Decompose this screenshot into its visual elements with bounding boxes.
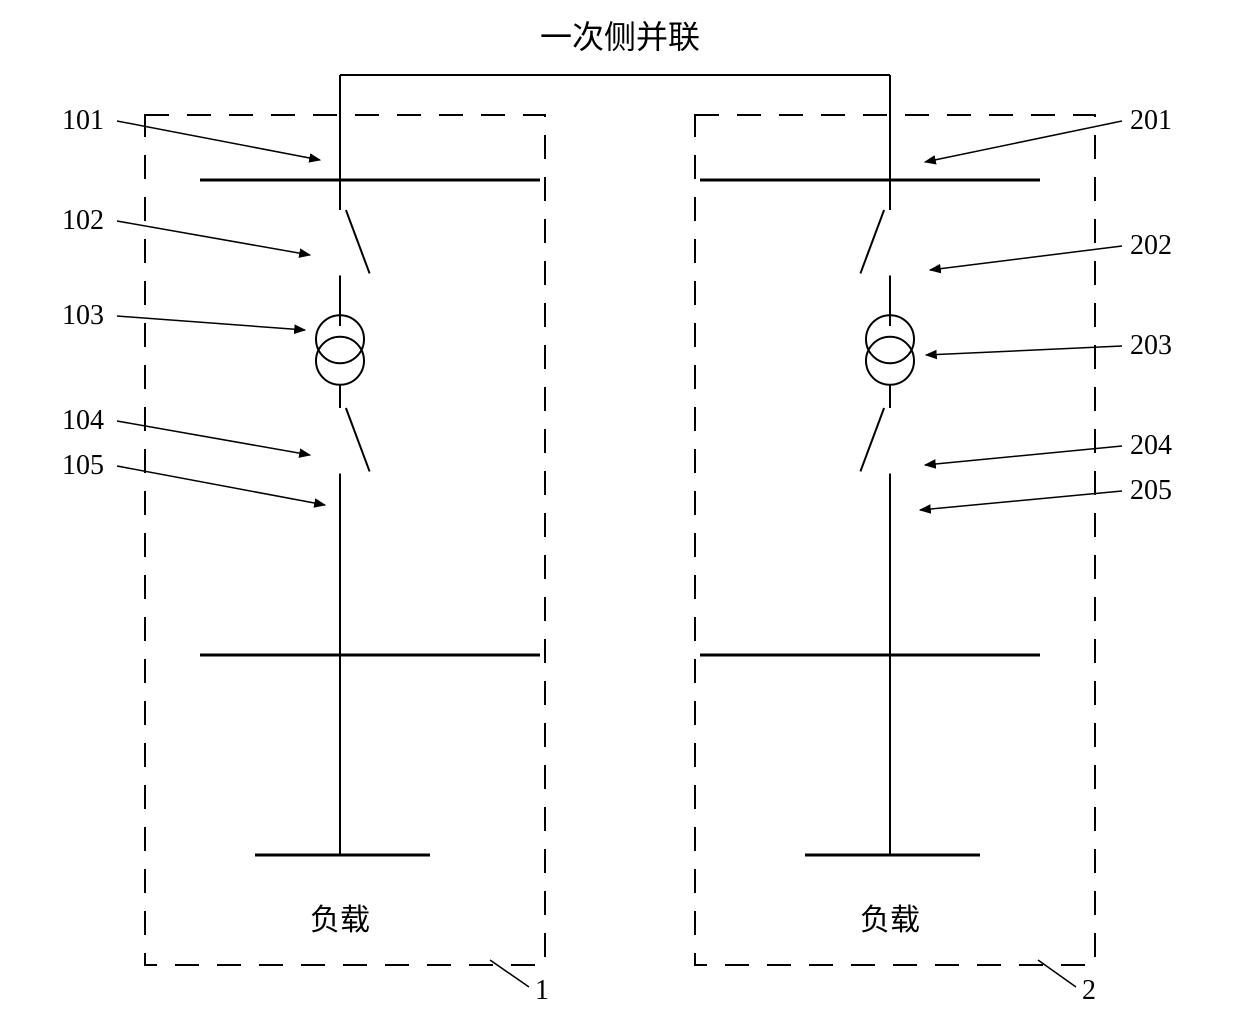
- reference-label: 201: [1130, 105, 1172, 137]
- reference-label: 202: [1130, 230, 1172, 262]
- block-id-label: 2: [1082, 975, 1096, 1007]
- load-label: 负载: [860, 895, 920, 939]
- reference-label: 105: [62, 450, 104, 482]
- reference-label: 101: [62, 105, 104, 137]
- schematic-svg: [0, 0, 1240, 1026]
- reference-label: 104: [62, 405, 104, 437]
- load-label: 负载: [310, 895, 370, 939]
- reference-label: 205: [1130, 475, 1172, 507]
- reference-label: 102: [62, 205, 104, 237]
- block-id-label: 1: [535, 975, 549, 1007]
- reference-label: 103: [62, 300, 104, 332]
- reference-label: 204: [1130, 430, 1172, 462]
- reference-label: 203: [1130, 330, 1172, 362]
